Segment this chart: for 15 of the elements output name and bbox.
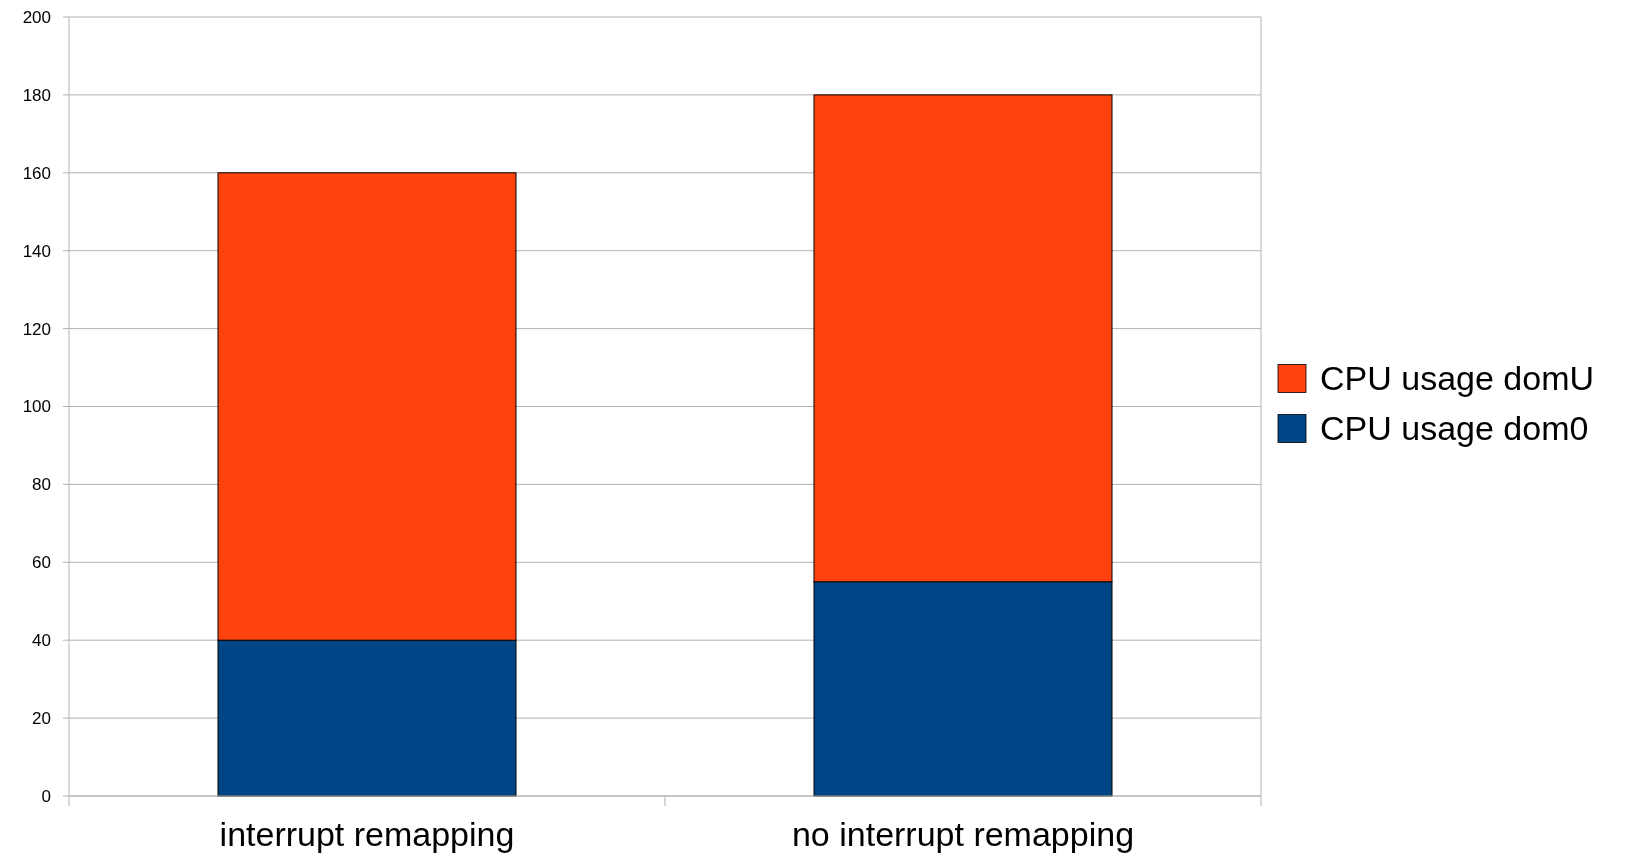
y-tick-label: 120 (22, 319, 51, 339)
y-tick-label: 160 (22, 163, 51, 183)
y-tick-label: 40 (32, 631, 51, 651)
legend-label: CPU usage domU (1320, 359, 1595, 398)
x-tick-label: no interrupt remapping (791, 815, 1135, 853)
y-tick-label: 140 (22, 241, 51, 261)
y-tick-label: 0 (41, 786, 51, 806)
y-tick-label: 20 (32, 709, 51, 729)
y-tick-label: 200 (22, 7, 51, 27)
y-tick-label: 60 (32, 553, 51, 573)
x-tick-label: interrupt remapping (219, 815, 515, 853)
legend-label: CPU usage dom0 (1320, 409, 1589, 448)
y-tick-label: 80 (32, 475, 51, 495)
y-tick-label: 100 (22, 397, 51, 417)
y-tick-label: 180 (22, 85, 51, 105)
